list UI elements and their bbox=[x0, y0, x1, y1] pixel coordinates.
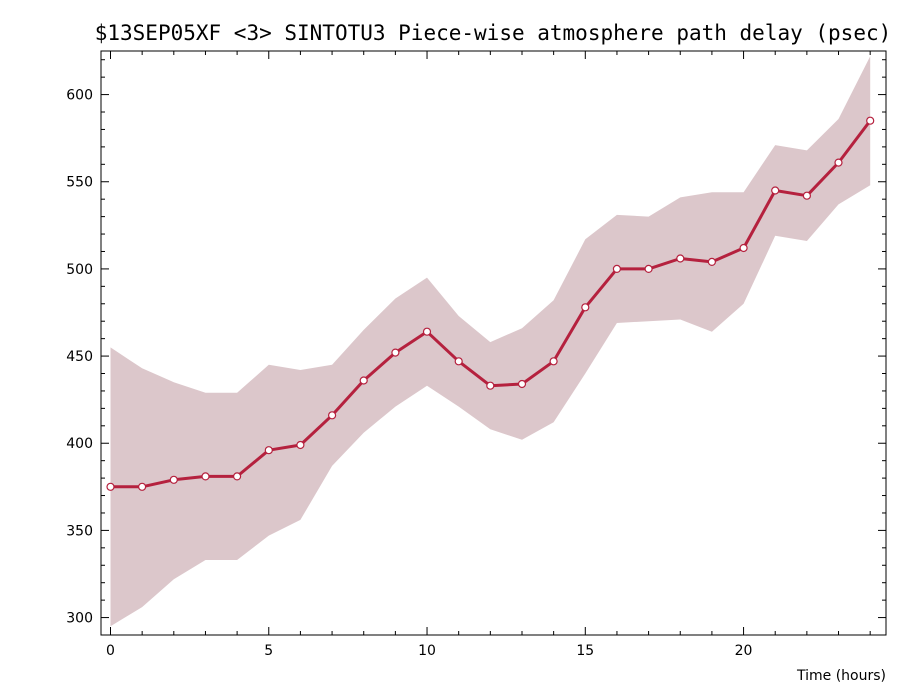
data-point bbox=[581, 303, 590, 312]
uncertainty-band bbox=[110, 56, 871, 627]
data-point bbox=[201, 472, 210, 481]
data-point bbox=[138, 482, 147, 491]
data-point bbox=[454, 357, 463, 366]
chart-title: $13SEP05XF <3> SINTOTU3 Piece-wise atmos… bbox=[95, 21, 892, 45]
data-point bbox=[866, 116, 875, 125]
data-point bbox=[391, 348, 400, 357]
data-point bbox=[264, 446, 273, 455]
x-tick-label: 15 bbox=[576, 643, 594, 659]
data-point bbox=[802, 191, 812, 200]
data-point bbox=[169, 475, 178, 484]
y-tick-label: 400 bbox=[66, 436, 93, 452]
plot-border bbox=[100, 50, 887, 636]
x-tick-label: 20 bbox=[735, 643, 753, 659]
y-tick-label: 450 bbox=[66, 349, 93, 365]
data-point bbox=[328, 411, 337, 420]
data-point bbox=[549, 357, 558, 366]
data-point bbox=[612, 264, 622, 273]
y-tick-label: 300 bbox=[66, 611, 93, 627]
data-point bbox=[644, 264, 653, 273]
data-point bbox=[359, 376, 368, 385]
data-points-layer bbox=[106, 116, 875, 491]
data-point bbox=[422, 327, 432, 336]
data-point bbox=[771, 186, 780, 195]
data-point bbox=[517, 379, 527, 389]
data-point bbox=[834, 158, 843, 167]
y-tick-label: 350 bbox=[66, 523, 93, 539]
data-point bbox=[486, 381, 495, 390]
data-point bbox=[676, 254, 685, 263]
plot-frame bbox=[100, 50, 887, 636]
uncertainty-band-layer bbox=[110, 56, 871, 627]
data-point bbox=[233, 472, 242, 481]
y-tick-label: 550 bbox=[66, 175, 93, 191]
y-tick-label: 600 bbox=[66, 88, 93, 104]
x-tick-label: 0 bbox=[106, 643, 115, 659]
data-point bbox=[707, 257, 717, 266]
x-axis-label: Time (hours) bbox=[796, 668, 886, 684]
tick-labels: 0 5 10 15 20 300 350 400 450 500 550 600 bbox=[66, 88, 752, 659]
x-tick-label: 5 bbox=[264, 643, 273, 659]
data-point bbox=[106, 482, 115, 491]
data-point bbox=[739, 243, 748, 253]
y-tick-label: 500 bbox=[66, 262, 93, 278]
tick-marks bbox=[101, 51, 886, 636]
x-tick-label: 10 bbox=[418, 643, 436, 659]
data-point bbox=[296, 440, 305, 450]
